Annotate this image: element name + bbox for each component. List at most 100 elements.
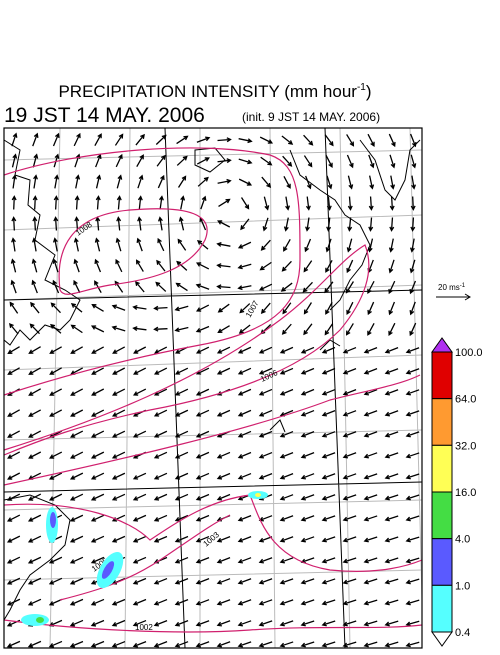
colorbar-segment (431, 491, 453, 540)
wind-arrow (195, 472, 210, 480)
wind-arrow (262, 217, 269, 232)
wind-arrow (409, 259, 416, 274)
wind-arrow (260, 302, 271, 314)
wind-arrow (111, 598, 126, 606)
wind-arrow (216, 409, 231, 417)
wind-arrow (174, 493, 189, 501)
islands (269, 339, 341, 433)
wind-arrow (69, 640, 84, 648)
wind-arrow (279, 451, 294, 459)
wind-arrow (300, 473, 315, 480)
wind-arrow (217, 325, 230, 334)
wind-arrow (155, 134, 167, 145)
wind-arrow (321, 473, 336, 480)
wind-arrow (258, 472, 273, 480)
wind-arrow (52, 279, 60, 294)
wind-arrow (363, 641, 378, 648)
wind-arrow (388, 238, 394, 253)
precipitation (21, 491, 268, 626)
wind-arrow (91, 346, 105, 354)
wind-arrow (52, 132, 60, 147)
wind-arrow (237, 451, 252, 459)
colorbar-segment (431, 538, 453, 586)
wind-arrow (153, 641, 168, 648)
wind-arrow (342, 346, 357, 354)
wind-arrow (216, 578, 231, 585)
wind-arrow (111, 430, 126, 438)
wind-arrow (325, 154, 333, 168)
wind-arrow (195, 388, 210, 396)
wind-arrow (153, 326, 168, 332)
wind-arrow (174, 472, 189, 480)
title: PRECIPITATION INTENSITY (mm hour-1) (58, 82, 371, 101)
wind-arrow (258, 388, 273, 396)
wind-arrow (174, 367, 189, 375)
wind-arrow (216, 472, 231, 480)
wind-arrow (368, 154, 375, 169)
wind-arrow (158, 195, 164, 210)
wind-arrow (388, 133, 396, 148)
wind-arrow (153, 493, 168, 501)
wind-arrow (180, 195, 186, 210)
wind-arrow (405, 368, 420, 375)
wind-arrow (237, 472, 252, 480)
wind-arrow (345, 323, 354, 336)
pressure-contours (3, 147, 423, 633)
wind-arrow (279, 346, 294, 354)
wind-arrow (70, 324, 83, 334)
coast-west (3, 139, 81, 346)
wind-arrow (69, 619, 84, 627)
wind-arrow (153, 620, 168, 627)
wind-arrow (132, 305, 147, 310)
wind-arrow (7, 451, 21, 459)
wind-arrow (7, 367, 20, 375)
wind-arrow (388, 280, 396, 295)
wind-arrow (405, 410, 420, 417)
wind-arrow (384, 431, 399, 438)
wind-arrow (300, 367, 315, 375)
wind-arrow (48, 577, 63, 585)
wind-arrow (90, 493, 105, 501)
wind-arrow (195, 346, 210, 354)
wind-arrow (384, 599, 399, 606)
wind-arrow (240, 218, 250, 231)
wind-arrow (240, 197, 250, 210)
wind-arrow (305, 196, 311, 211)
wind-arrow (176, 155, 188, 166)
wind-arrow (405, 389, 420, 396)
wind-arrow (27, 514, 42, 522)
wind-arrow (321, 641, 336, 648)
wind-arrow (300, 620, 315, 627)
colorbar: 100.0 64.0 32.0 16.0 4.0 1.0 0.4 (431, 337, 483, 647)
wind-arrow (384, 536, 399, 543)
wind-arrow (342, 599, 357, 606)
wind-arrow (405, 578, 420, 585)
wind-arrow (410, 154, 417, 169)
wind-arrow (363, 599, 378, 606)
wind-arrow (174, 535, 189, 543)
wind-arrow (279, 388, 294, 396)
wind-arrow (363, 578, 378, 585)
wind-arrow (69, 535, 84, 543)
wind-arrow (347, 175, 354, 190)
wind-arrow (69, 493, 84, 501)
wind-arrow (137, 216, 143, 231)
wind-arrow (300, 431, 315, 438)
wind-arrow (390, 175, 396, 190)
contour-label: 1002 (135, 623, 153, 632)
wind-arrow (279, 578, 294, 585)
wind-arrow (90, 514, 105, 522)
wind-arrow (238, 158, 253, 165)
colorbar-label: 32.0 (455, 440, 476, 452)
wind-arrow (111, 640, 126, 648)
wind-arrow (363, 536, 378, 543)
wind-arrow (174, 409, 189, 417)
wind-arrow (157, 237, 165, 252)
wind-arrow (363, 473, 378, 480)
wind-arrow (31, 279, 38, 294)
wind-arrow (237, 515, 252, 522)
wind-arrow (95, 216, 101, 231)
wind-arrow (384, 452, 399, 459)
wind-arrow (218, 198, 231, 208)
wind-arrow (216, 493, 231, 501)
